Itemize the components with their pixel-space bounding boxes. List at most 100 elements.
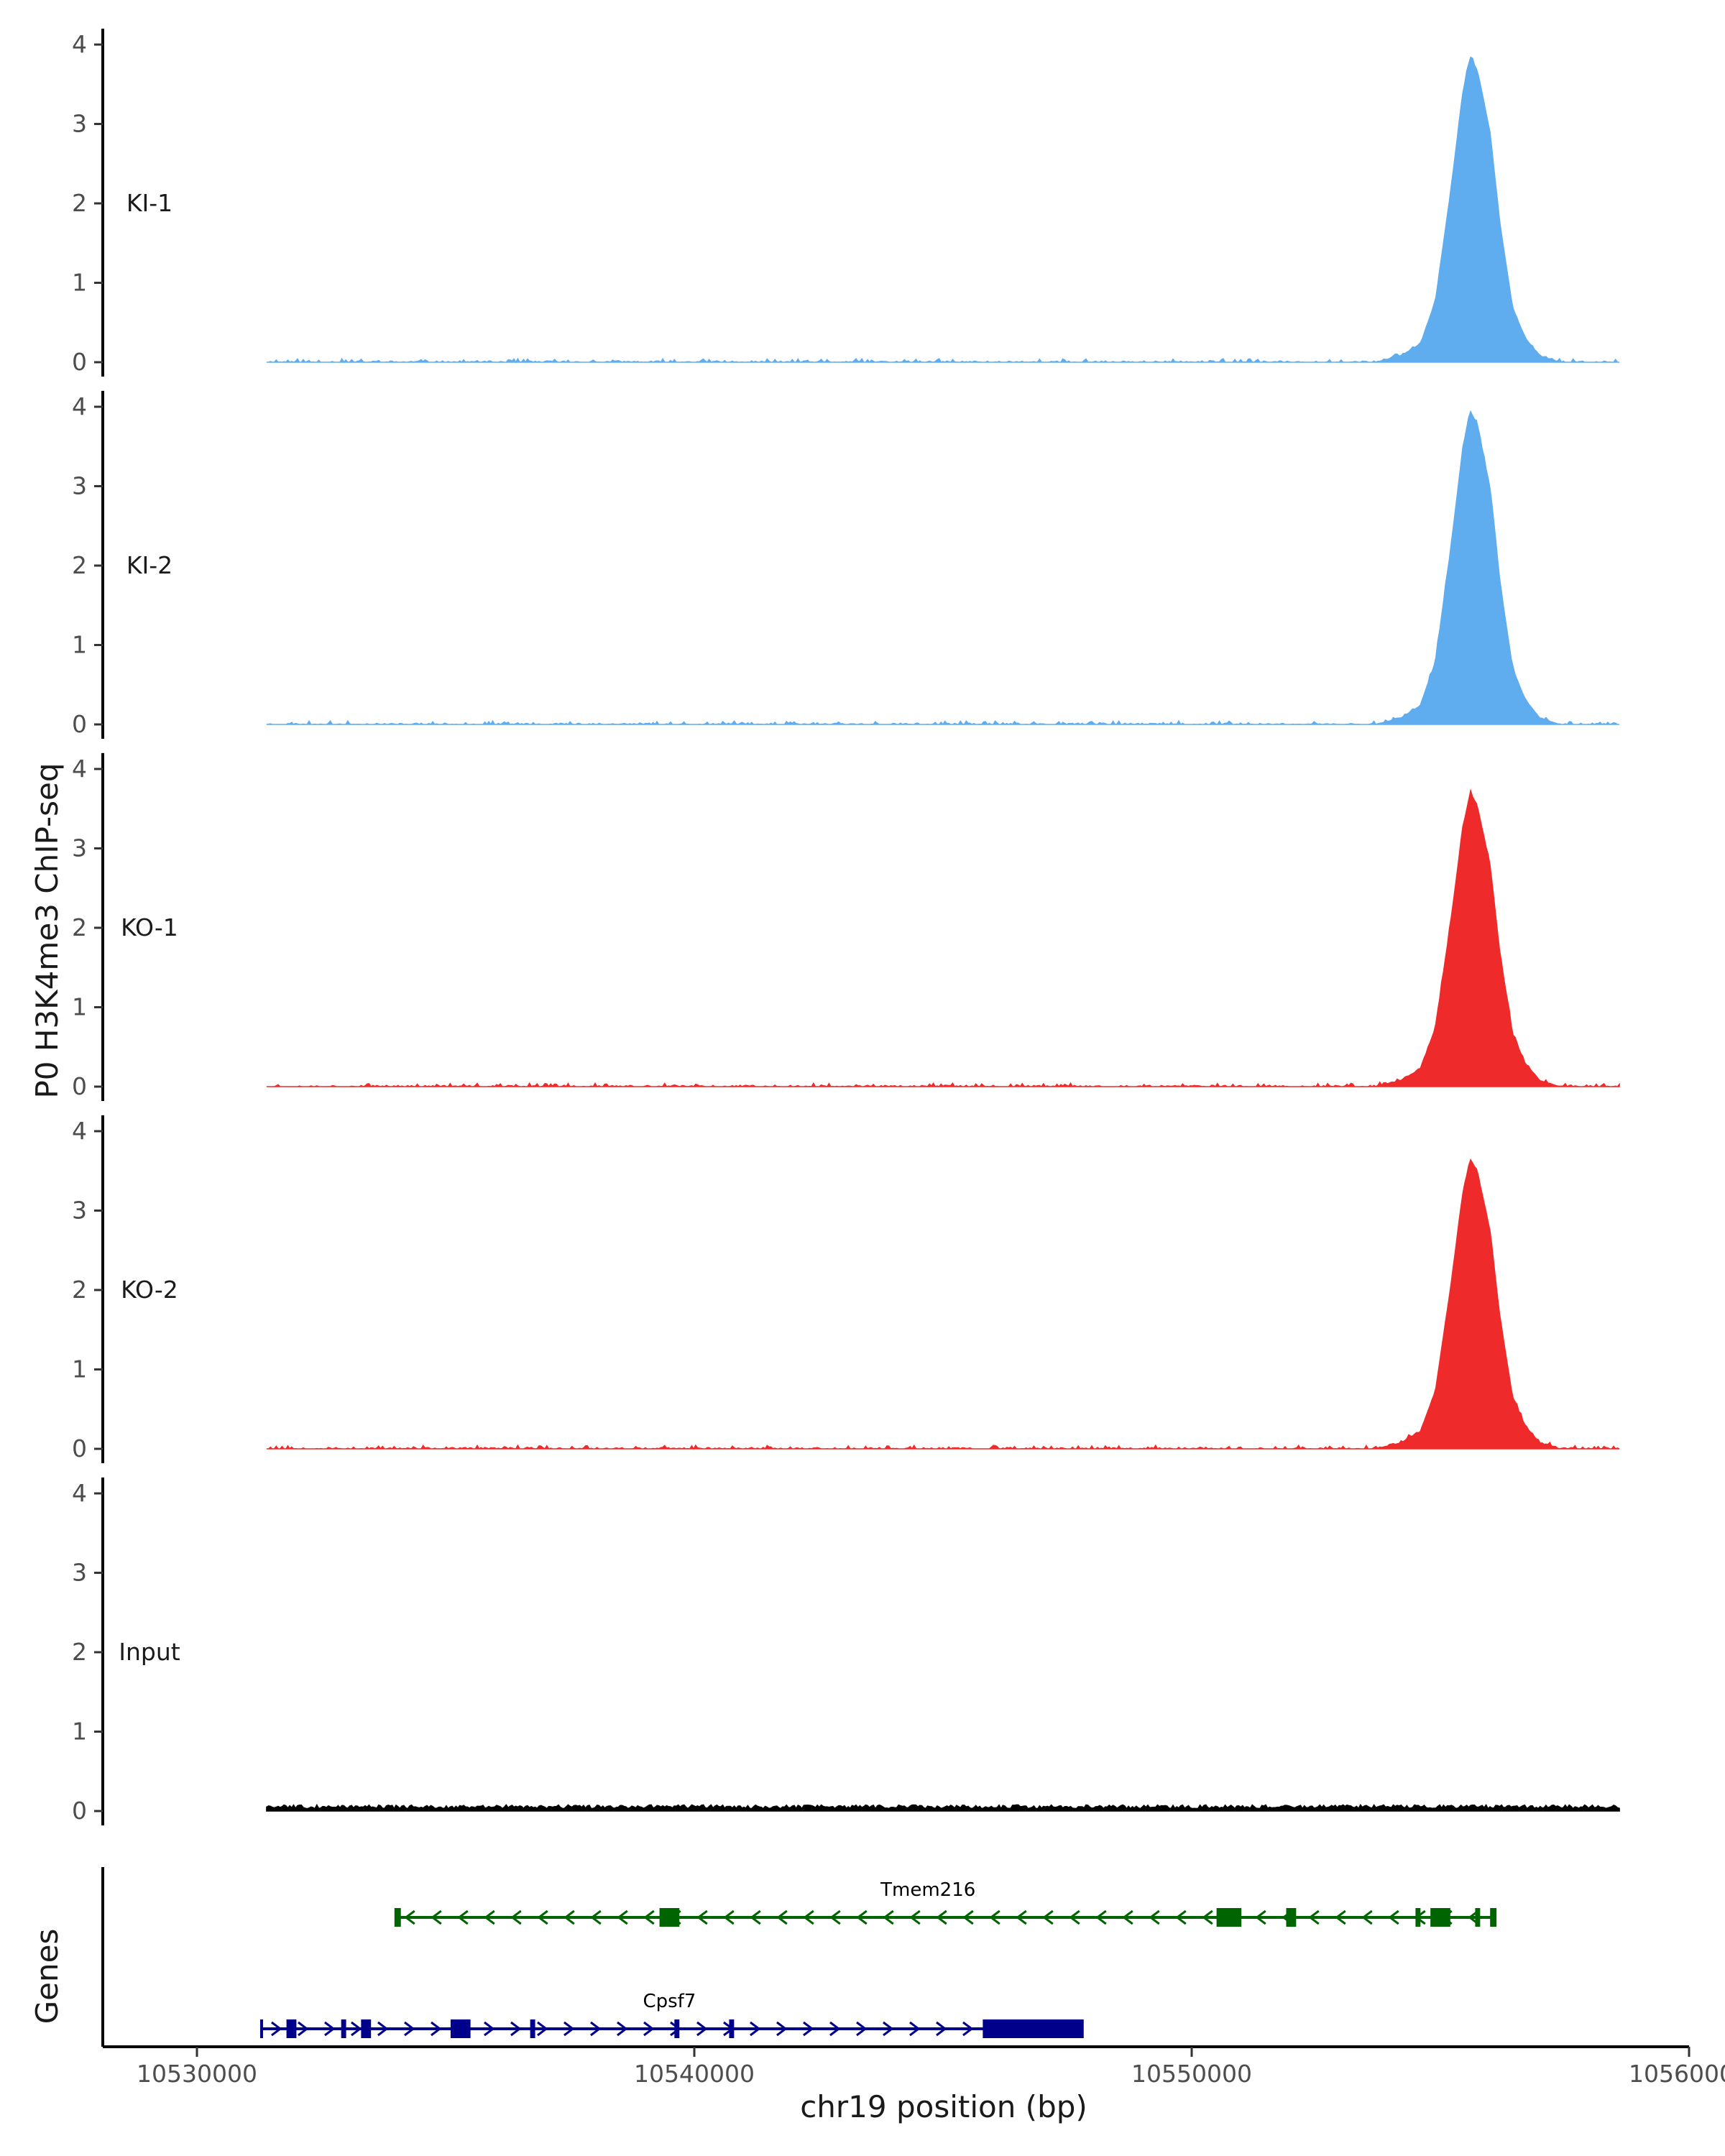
track-label: KI-1 bbox=[126, 189, 172, 217]
y-tick-label: 3 bbox=[72, 110, 87, 138]
exon bbox=[1475, 1908, 1481, 1927]
y-tick-label: 3 bbox=[72, 1559, 87, 1587]
exon bbox=[659, 1908, 680, 1927]
strand-arrow bbox=[404, 1909, 415, 1925]
track-ki-2: 0 1 2 3 4 KI-2 bbox=[72, 390, 1620, 739]
y-tick-label: 1 bbox=[72, 1718, 87, 1746]
strand-arrow bbox=[617, 2021, 628, 2037]
y-tick-label: 3 bbox=[72, 472, 87, 500]
strand-arrow bbox=[537, 2021, 548, 2037]
signal-tracks: 0 1 2 3 4 KI-1 0 1 2 3 4 KI-2 0 1 2 3 4 KO-1 0 1 2 3 4 KO-2 0 1 2 3… bbox=[72, 28, 1620, 1825]
strand-arrow bbox=[696, 1909, 708, 1925]
strand-arrow bbox=[1095, 1909, 1107, 1925]
strand-arrow bbox=[936, 1909, 947, 1925]
x-tick-label: 10550000 bbox=[1131, 2060, 1252, 2088]
y-tick-label: 2 bbox=[72, 1276, 87, 1304]
strand-arrow bbox=[1175, 1909, 1187, 1925]
strand-arrow bbox=[564, 1909, 575, 1925]
gene-tmem216: Tmem216 bbox=[394, 1879, 1497, 1927]
strand-arrow bbox=[1202, 1909, 1213, 1925]
strand-arrow bbox=[803, 1909, 814, 1925]
x-tick-label: 10540000 bbox=[634, 2060, 755, 2088]
exon bbox=[1490, 1908, 1496, 1927]
y-tick-label: 4 bbox=[72, 1479, 87, 1507]
y-tick-label: 0 bbox=[72, 1434, 87, 1462]
strand-arrow bbox=[510, 1909, 522, 1925]
strand-arrow bbox=[324, 2021, 336, 2037]
gene-name-label: Tmem216 bbox=[880, 1879, 975, 1901]
y-tick-label: 4 bbox=[72, 1117, 87, 1145]
x-tick-label: 10560000 bbox=[1629, 2060, 1725, 2088]
signal-area-input bbox=[266, 1803, 1620, 1812]
x-axis-title: chr19 position (bp) bbox=[800, 2089, 1087, 2124]
strand-arrow bbox=[936, 2021, 947, 2037]
strand-arrow bbox=[537, 1909, 548, 1925]
strand-arrow bbox=[909, 2021, 921, 2037]
strand-arrow bbox=[829, 1909, 841, 1925]
strand-arrow bbox=[1388, 1909, 1399, 1925]
strand-arrow bbox=[617, 1909, 628, 1925]
y-tick-label: 0 bbox=[72, 1072, 87, 1100]
track-label: Input bbox=[119, 1638, 180, 1666]
gene-track: Tmem216 Cpsf7 bbox=[101, 1867, 1497, 2047]
exon bbox=[286, 2019, 297, 2038]
y-tick-label: 2 bbox=[72, 189, 87, 217]
strand-arrow bbox=[510, 2021, 522, 2037]
strand-arrow bbox=[431, 2021, 442, 2037]
signal-area-ko-1 bbox=[266, 788, 1620, 1088]
strand-arrow bbox=[590, 2021, 602, 2037]
exon bbox=[1216, 1908, 1242, 1927]
strand-arrow bbox=[776, 1909, 788, 1925]
y-tick-label: 2 bbox=[72, 551, 87, 579]
strand-arrow bbox=[1335, 1909, 1346, 1925]
strand-arrow bbox=[989, 1909, 1000, 1925]
exon bbox=[395, 1908, 401, 1927]
track-input: 0 1 2 3 4 Input bbox=[72, 1477, 1620, 1825]
exon bbox=[1286, 1908, 1297, 1927]
y-tick-label: 1 bbox=[72, 631, 87, 659]
strand-arrow bbox=[431, 1909, 442, 1925]
track-label: KO-1 bbox=[121, 913, 178, 941]
strand-arrow bbox=[883, 1909, 894, 1925]
x-axis: 10530000 10540000 10550000 10560000 bbox=[103, 2045, 1725, 2088]
strand-arrow bbox=[1069, 1909, 1080, 1925]
strand-arrow bbox=[962, 1909, 974, 1925]
strand-arrow bbox=[404, 2021, 415, 2037]
strand-arrow bbox=[1149, 1909, 1160, 1925]
strand-arrow bbox=[856, 1909, 868, 1925]
y-tick-label: 1 bbox=[72, 1355, 87, 1383]
exon bbox=[450, 2019, 471, 2038]
strand-arrow bbox=[377, 2021, 389, 2037]
y-tick-label: 0 bbox=[72, 1797, 87, 1825]
track-label: KI-2 bbox=[126, 551, 172, 579]
track-ki-1: 0 1 2 3 4 KI-1 bbox=[72, 28, 1620, 377]
exon bbox=[530, 2019, 535, 2038]
y-tick-label: 2 bbox=[72, 913, 87, 941]
y-tick-label: 0 bbox=[72, 348, 87, 376]
strand-arrow bbox=[271, 2021, 282, 2037]
exon bbox=[983, 2019, 1082, 2038]
exon bbox=[361, 2019, 372, 2038]
y-axis-title: P0 H3K4me3 ChIP-seq bbox=[29, 763, 65, 1098]
gene-name-label: Cpsf7 bbox=[643, 1991, 696, 2012]
signal-area-ki-1 bbox=[266, 56, 1620, 364]
track-label: KO-2 bbox=[121, 1276, 178, 1304]
track-ko-1: 0 1 2 3 4 KO-1 bbox=[72, 752, 1620, 1101]
y-tick-label: 3 bbox=[72, 834, 87, 862]
y-tick-label: 1 bbox=[72, 993, 87, 1021]
strand-arrow bbox=[750, 2021, 761, 2037]
strand-arrow bbox=[856, 2021, 868, 2037]
strand-arrow bbox=[1361, 1909, 1373, 1925]
strand-arrow bbox=[750, 1909, 761, 1925]
strand-arrow bbox=[909, 1909, 921, 1925]
y-tick-label: 1 bbox=[72, 269, 87, 297]
strand-arrow bbox=[351, 2021, 362, 2037]
strand-arrow bbox=[564, 2021, 575, 2037]
signal-area-ki-2 bbox=[266, 410, 1620, 726]
strand-arrow bbox=[484, 1909, 495, 1925]
strand-arrow bbox=[643, 1909, 655, 1925]
strand-arrow bbox=[1016, 1909, 1027, 1925]
strand-arrow bbox=[1308, 1909, 1320, 1925]
strand-arrow bbox=[1042, 1909, 1054, 1925]
